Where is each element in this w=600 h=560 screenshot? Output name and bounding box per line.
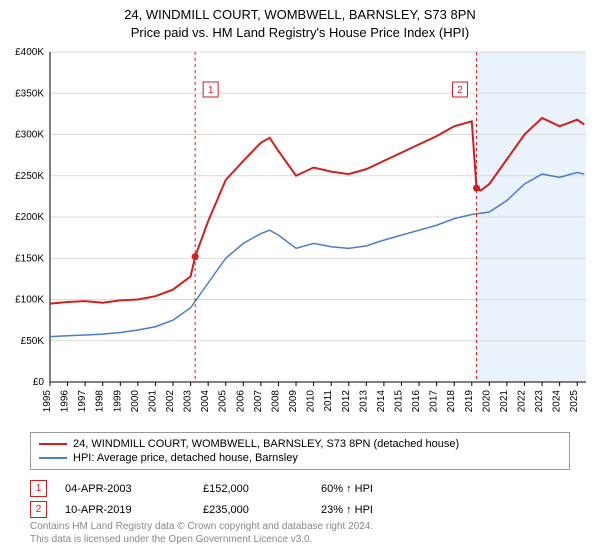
legend-label-hpi: HPI: Average price, detached house, Barn… bbox=[73, 452, 298, 464]
price-paid-table: 1 04-APR-2003 £152,000 60% ↑ HPI 2 10-AP… bbox=[30, 478, 570, 520]
svg-text:2014: 2014 bbox=[376, 390, 387, 413]
legend-row-property: 24, WINDMILL COURT, WOMBWELL, BARNSLEY, … bbox=[39, 437, 561, 451]
svg-text:£350K: £350K bbox=[15, 88, 44, 99]
chart-title: 24, WINDMILL COURT, WOMBWELL, BARNSLEY, … bbox=[0, 0, 600, 41]
price-row-2-date: 10-APR-2019 bbox=[65, 504, 185, 516]
svg-text:2020: 2020 bbox=[481, 390, 492, 413]
svg-text:£100K: £100K bbox=[15, 295, 44, 306]
svg-text:2011: 2011 bbox=[323, 390, 334, 412]
title-line-2: Price paid vs. HM Land Registry's House … bbox=[0, 24, 600, 42]
svg-text:2023: 2023 bbox=[534, 390, 545, 413]
svg-text:2: 2 bbox=[457, 85, 463, 96]
svg-text:2010: 2010 bbox=[306, 390, 317, 413]
svg-text:1998: 1998 bbox=[95, 390, 106, 413]
svg-text:1999: 1999 bbox=[112, 390, 123, 413]
svg-text:£300K: £300K bbox=[15, 130, 44, 141]
footer-line-1: Contains HM Land Registry data © Crown c… bbox=[30, 520, 570, 533]
price-row-1-pct: 60% ↑ HPI bbox=[321, 483, 411, 495]
legend-row-hpi: HPI: Average price, detached house, Barn… bbox=[39, 451, 561, 465]
legend-swatch-hpi bbox=[39, 457, 67, 459]
svg-text:2017: 2017 bbox=[429, 390, 440, 413]
svg-text:2019: 2019 bbox=[464, 390, 475, 413]
svg-text:2003: 2003 bbox=[183, 390, 194, 413]
svg-text:£200K: £200K bbox=[15, 212, 44, 223]
svg-text:£400K: £400K bbox=[15, 47, 44, 58]
marker-1-icon: 1 bbox=[30, 480, 47, 497]
svg-text:2006: 2006 bbox=[235, 390, 246, 413]
title-line-1: 24, WINDMILL COURT, WOMBWELL, BARNSLEY, … bbox=[0, 6, 600, 24]
svg-text:2005: 2005 bbox=[218, 390, 229, 413]
svg-text:2001: 2001 bbox=[147, 390, 158, 413]
svg-text:2009: 2009 bbox=[288, 390, 299, 413]
svg-text:£50K: £50K bbox=[21, 336, 45, 347]
svg-text:2016: 2016 bbox=[411, 390, 422, 413]
svg-text:2022: 2022 bbox=[516, 390, 527, 413]
legend-label-property: 24, WINDMILL COURT, WOMBWELL, BARNSLEY, … bbox=[73, 438, 459, 450]
price-row-2-price: £235,000 bbox=[203, 504, 303, 516]
svg-text:2025: 2025 bbox=[569, 390, 580, 413]
legend-box: 24, WINDMILL COURT, WOMBWELL, BARNSLEY, … bbox=[30, 432, 570, 470]
footer-attribution: Contains HM Land Registry data © Crown c… bbox=[30, 520, 570, 546]
svg-text:2024: 2024 bbox=[552, 390, 563, 413]
svg-text:2013: 2013 bbox=[358, 390, 369, 413]
line-chart-svg: £0 £50K £100K £150K £200K £250K £300K £350K £400… bbox=[0, 44, 600, 424]
price-row-2: 2 10-APR-2019 £235,000 23% ↑ HPI bbox=[30, 499, 570, 520]
svg-text:2008: 2008 bbox=[270, 390, 281, 413]
chart-area: £0 £50K £100K £150K £200K £250K £300K £350K £400… bbox=[0, 44, 600, 424]
svg-text:2012: 2012 bbox=[341, 390, 352, 413]
footer-line-2: This data is licensed under the Open Gov… bbox=[30, 533, 570, 546]
price-row-1: 1 04-APR-2003 £152,000 60% ↑ HPI bbox=[30, 478, 570, 499]
svg-text:2018: 2018 bbox=[446, 390, 457, 413]
chart-container: 24, WINDMILL COURT, WOMBWELL, BARNSLEY, … bbox=[0, 0, 600, 560]
svg-text:1: 1 bbox=[208, 85, 214, 96]
svg-text:2015: 2015 bbox=[393, 390, 404, 413]
svg-text:1996: 1996 bbox=[60, 390, 71, 413]
svg-text:£250K: £250K bbox=[15, 171, 44, 182]
svg-text:£150K: £150K bbox=[15, 253, 44, 264]
price-row-2-pct: 23% ↑ HPI bbox=[321, 504, 411, 516]
svg-text:2004: 2004 bbox=[200, 390, 211, 413]
svg-text:2000: 2000 bbox=[130, 390, 141, 413]
svg-text:£0: £0 bbox=[33, 377, 45, 388]
marker-2-icon: 2 bbox=[30, 501, 47, 518]
price-row-1-price: £152,000 bbox=[203, 483, 303, 495]
svg-text:2002: 2002 bbox=[165, 390, 176, 413]
legend-swatch-property bbox=[39, 443, 67, 445]
svg-text:2007: 2007 bbox=[253, 390, 264, 413]
svg-text:1997: 1997 bbox=[77, 390, 88, 413]
price-row-1-date: 04-APR-2003 bbox=[65, 483, 185, 495]
svg-text:2021: 2021 bbox=[499, 390, 510, 413]
svg-text:1995: 1995 bbox=[42, 390, 53, 413]
